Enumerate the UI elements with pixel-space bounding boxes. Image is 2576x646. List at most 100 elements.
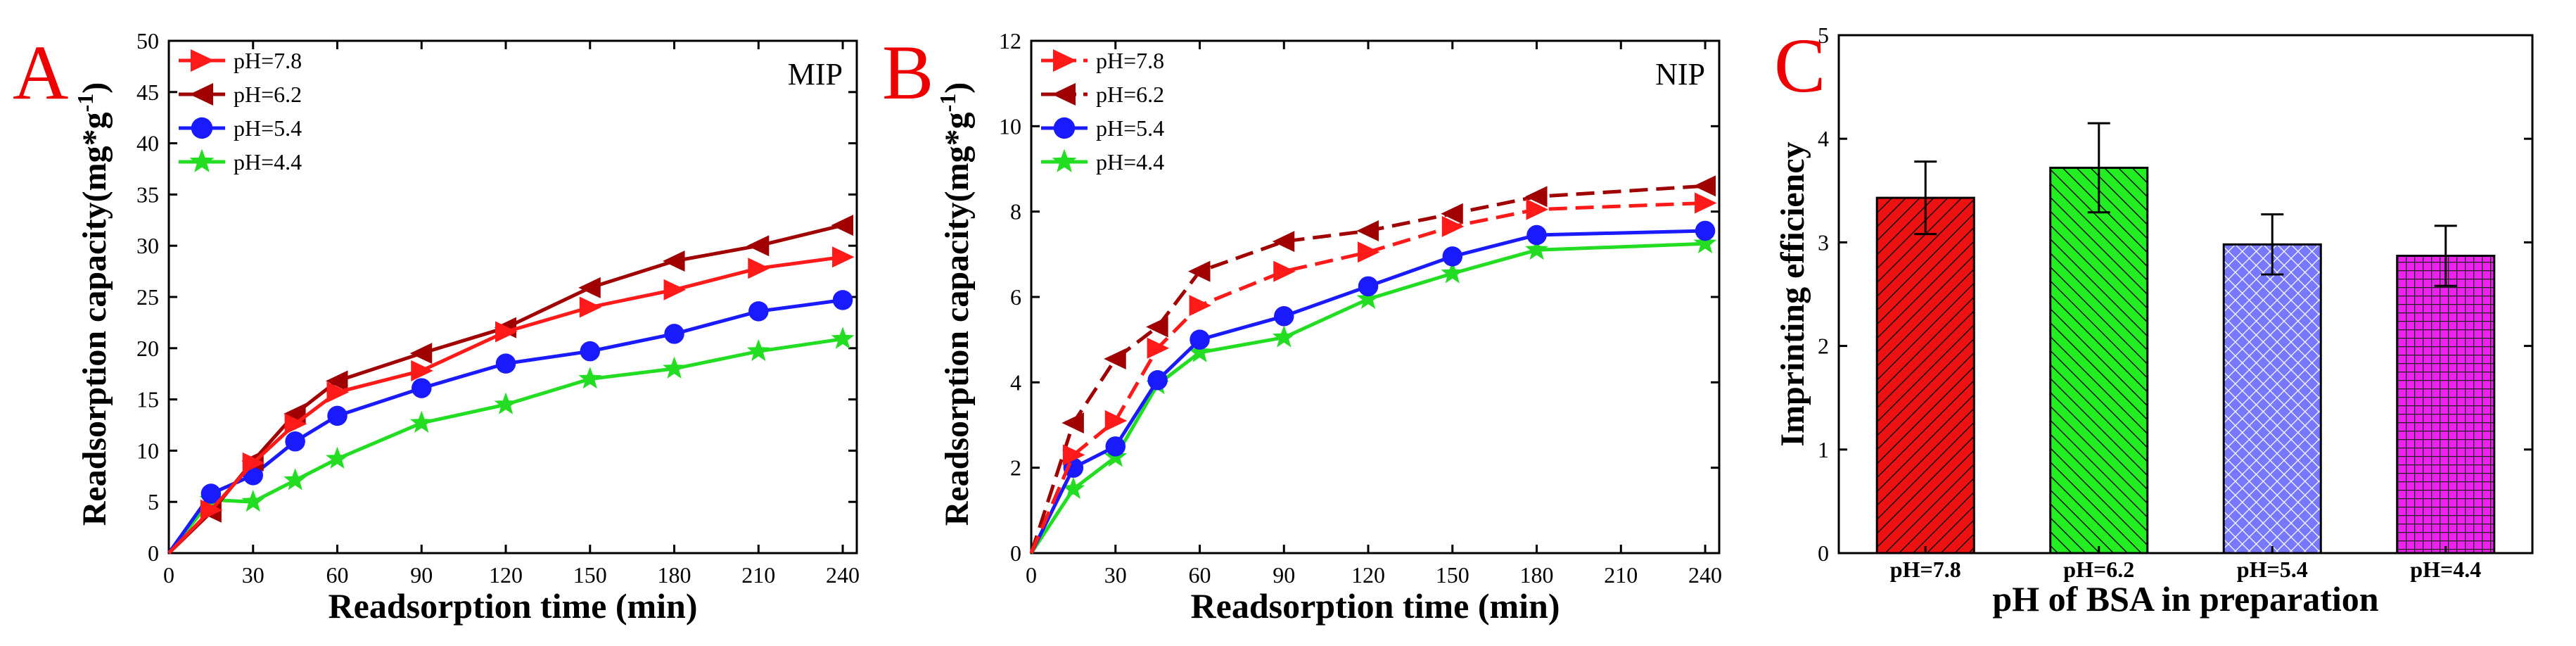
series-line-pH=6.2 (167, 223, 843, 555)
legend-label: pH=5.4 (1096, 115, 1164, 141)
panel-letter: A (13, 30, 68, 115)
data-point-pH=5.4 (327, 405, 347, 426)
data-point-pH=5.4 (1442, 246, 1463, 267)
data-point-pH=5.4 (1190, 329, 1210, 350)
data-point-pH=4.4 (746, 338, 770, 362)
data-point-pH=4.4 (283, 468, 307, 490)
legend-label: pH=6.2 (1096, 82, 1164, 107)
y-axis-label-close: ) (76, 82, 113, 94)
y-axis-label: Imprinting efficiency (1774, 141, 1811, 446)
data-point-pH=6.2 (1356, 220, 1379, 241)
y-axis-label-main: Readsorption capacity(mg*g (76, 112, 113, 526)
legend-marker-pH=4.4 (189, 148, 215, 172)
x-tick-label: 240 (826, 562, 860, 588)
x-tick-label: pH=5.4 (2237, 557, 2308, 582)
x-tick-label: pH=7.8 (1890, 557, 1961, 582)
data-point-pH=4.4 (241, 490, 265, 512)
data-point-pH=5.4 (664, 324, 684, 344)
data-point-pH=4.4 (1356, 286, 1380, 309)
x-tick-label: 60 (1189, 562, 1211, 588)
y-tick-label: 4 (1818, 126, 1829, 151)
data-point-pH=4.4 (1061, 476, 1085, 499)
data-point-pH=6.2 (326, 370, 348, 392)
data-point-pH=7.8 (832, 246, 855, 268)
y-tick-label: 0 (148, 540, 159, 566)
x-axis-label: pH of BSA in preparation (1992, 579, 2378, 619)
data-point-pH=7.8 (1695, 192, 1717, 214)
legend-label: pH=5.4 (234, 115, 302, 141)
data-point-pH=7.8 (1189, 295, 1212, 317)
data-point-pH=5.4 (1274, 306, 1294, 327)
panel-title: NIP (1655, 57, 1705, 91)
legend-marker-pH=4.4 (1052, 148, 1077, 172)
data-point-pH=4.4 (1272, 325, 1296, 348)
data-point-pH=7.8 (1104, 410, 1128, 431)
data-point-pH=7.8 (284, 413, 307, 435)
data-point-pH=4.4 (1188, 340, 1211, 362)
data-point-pH=7.8 (663, 279, 687, 300)
series-line-pH=7.8 (1029, 201, 1706, 554)
bar-pH=4.4 (2396, 255, 2496, 555)
data-point-pH=5.4 (495, 353, 516, 374)
x-tick-label: 120 (1351, 562, 1385, 588)
data-point-pH=6.2 (578, 277, 601, 298)
x-tick-label: 60 (326, 562, 349, 588)
y-tick-label: 0 (1010, 540, 1021, 566)
data-point-pH=7.8 (1147, 337, 1170, 359)
y-axis-label-close: ) (938, 82, 976, 94)
y-tick-label: 6 (1010, 284, 1021, 310)
panel-letter: C (1774, 23, 1825, 108)
data-point-pH=7.8 (242, 452, 265, 474)
bar-pH=5.4 (2222, 243, 2322, 555)
x-tick-label: 210 (1604, 562, 1638, 588)
legend-label: pH=7.8 (1096, 48, 1164, 73)
data-point-pH=4.4 (663, 356, 686, 379)
panel-a-line-chart: 0 30 60 90 120 150 180 210 240 0 5 10 15 20 25 30 35 40 45… (13, 28, 860, 626)
y-tick-label: 25 (136, 284, 159, 310)
data-point-pH=6.2 (746, 235, 770, 257)
data-point-pH=5.4 (832, 290, 853, 310)
series-line-pH=5.4 (1029, 229, 1706, 555)
data-point-pH=6.2 (831, 215, 854, 236)
legend-marker-pH=7.8 (191, 49, 215, 72)
x-tick-label: pH=6.2 (2063, 557, 2134, 582)
y-tick-label: 1 (1818, 437, 1829, 462)
data-point-pH=4.4 (494, 392, 518, 414)
x-tick-label: 150 (1436, 562, 1469, 588)
y-tick-label: 4 (1010, 369, 1021, 395)
x-tick-label: 240 (1688, 562, 1722, 588)
data-point-pH=7.8 (411, 360, 433, 381)
data-point-pH=5.4 (748, 301, 769, 322)
y-tick-label: 3 (1818, 229, 1829, 255)
bar-pH=7.8 (1875, 196, 1975, 555)
data-point-pH=7.8 (748, 258, 770, 279)
x-tick-label: 0 (163, 562, 174, 588)
y-tick-label: 8 (1010, 199, 1021, 224)
legend-marker-pH=7.8 (1053, 49, 1077, 72)
y-tick-label: 50 (136, 28, 159, 53)
panel-title: MIP (788, 57, 843, 91)
data-point-pH=5.4 (412, 378, 432, 398)
plot-frame (1837, 34, 2534, 555)
x-tick-label: 90 (410, 562, 433, 588)
data-point-pH=6.2 (1061, 412, 1084, 433)
y-tick-label: 20 (136, 336, 159, 361)
legend-label: pH=7.8 (234, 48, 302, 73)
y-tick-label: 5 (148, 489, 159, 514)
data-point-pH=7.8 (1441, 215, 1465, 237)
data-point-pH=6.2 (663, 251, 685, 272)
series-line-pH=5.4 (167, 298, 843, 555)
y-tick-label: 5 (1818, 23, 1829, 48)
data-point-pH=7.8 (1358, 241, 1380, 263)
y-tick-label: 2 (1818, 334, 1829, 359)
data-point-pH=5.4 (1105, 436, 1126, 457)
legend-marker-pH=5.4 (191, 117, 213, 139)
data-point-pH=5.4 (1526, 224, 1547, 246)
data-point-pH=4.4 (578, 367, 602, 389)
x-tick-label: 30 (1104, 562, 1127, 588)
x-tick-label: 180 (658, 562, 691, 588)
x-tick-label: 90 (1273, 562, 1295, 588)
y-tick-label: 35 (136, 182, 159, 207)
data-point-pH=7.8 (326, 381, 350, 403)
